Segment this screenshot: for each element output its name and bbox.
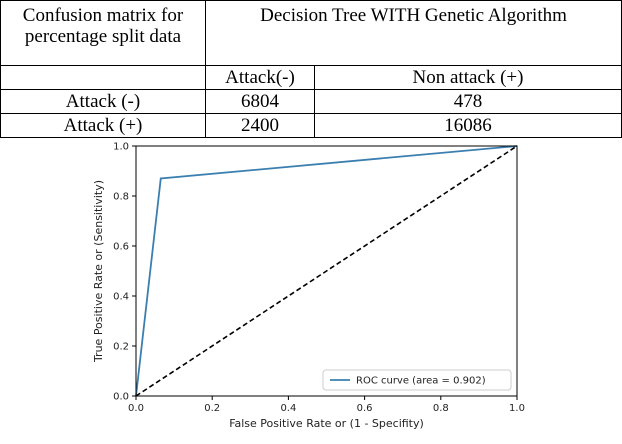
x-tick-label: 0.8 bbox=[433, 403, 449, 414]
y-tick-label: 0.8 bbox=[113, 192, 129, 203]
legend-label: ROC curve (area = 0.902) bbox=[356, 376, 486, 387]
confusion-matrix-table-container: Confusion matrix for percentage split da… bbox=[0, 0, 622, 138]
roc-chart-container: 0.0 0.2 0.4 0.6 0.8 1.0 0.0 0.2 0.4 0.6 0.8 1.0 Fal… bbox=[0, 136, 622, 439]
table-header-left: Confusion matrix for percentage split da… bbox=[0, 0, 206, 66]
roc-chart: 0.0 0.2 0.4 0.6 0.8 1.0 0.0 0.2 0.4 0.6 0.8 1.0 Fal… bbox=[92, 142, 525, 431]
table-cell: 6804 bbox=[205, 89, 315, 114]
confusion-matrix-table: Confusion matrix for percentage split da… bbox=[0, 0, 622, 138]
table-cell: 478 bbox=[314, 89, 622, 114]
legend: ROC curve (area = 0.902) bbox=[322, 369, 512, 391]
col-header-attack-neg: Attack(-) bbox=[205, 65, 315, 90]
plot-frame bbox=[135, 145, 518, 397]
diagonal-reference-line bbox=[135, 145, 518, 397]
x-axis-label: False Positive Rate or (1 - Specifity) bbox=[229, 417, 424, 430]
y-tick-label: 0.6 bbox=[113, 242, 129, 253]
table-empty-cell bbox=[0, 65, 206, 90]
roc-curve-line bbox=[135, 145, 518, 397]
legend-box bbox=[322, 369, 512, 391]
table-row: Attack (+) 2400 16086 bbox=[0, 113, 622, 138]
table-header-right: Decision Tree WITH Genetic Algorithm bbox=[205, 0, 622, 66]
plot-marks bbox=[135, 145, 518, 397]
header-left-line-2: percentage split data bbox=[24, 26, 182, 47]
table-row: Attack (-) 6804 478 bbox=[0, 89, 622, 114]
y-tick-label: 0.0 bbox=[113, 392, 129, 403]
y-tick-label: 1.0 bbox=[113, 142, 129, 153]
x-tick-label: 0.4 bbox=[280, 403, 296, 414]
x-tick-label: 1.0 bbox=[509, 403, 525, 414]
x-tick-label: 0.0 bbox=[128, 403, 144, 414]
row-label: Attack (+) bbox=[0, 113, 206, 138]
col-header-non-attack-pos: Non attack (+) bbox=[314, 65, 622, 90]
x-tick-label: 0.6 bbox=[357, 403, 373, 414]
y-tick-label: 0.2 bbox=[113, 342, 129, 353]
x-tick-label: 0.2 bbox=[204, 403, 220, 414]
row-label: Attack (-) bbox=[0, 89, 206, 114]
header-left-line-1: Confusion matrix for bbox=[22, 5, 184, 26]
table-cell: 2400 bbox=[205, 113, 315, 138]
y-tick-label: 0.4 bbox=[113, 292, 129, 303]
axis-ticks: 0.0 0.2 0.4 0.6 0.8 1.0 0.0 0.2 0.4 0.6 0.8 1.0 bbox=[113, 142, 525, 415]
y-axis-label: True Positive Rate or (Sensitivity) bbox=[92, 180, 105, 363]
table-cell: 16086 bbox=[314, 113, 622, 138]
